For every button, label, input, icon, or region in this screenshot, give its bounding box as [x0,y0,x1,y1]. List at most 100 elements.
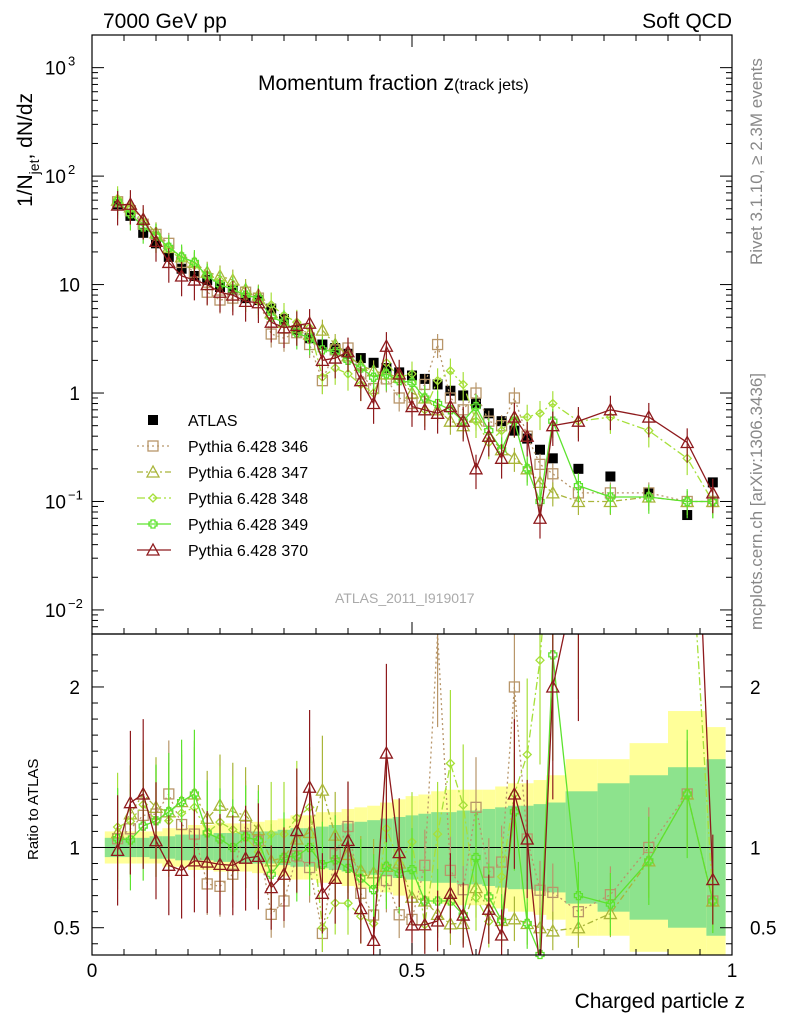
data-point [202,271,212,281]
data-point [304,333,315,343]
legend-entry: ATLAS [148,413,238,430]
data-point [317,372,328,383]
data-point [343,369,353,379]
data-point [494,450,509,464]
legend-entry: Pythia 6.428 349 [137,517,308,534]
y-tick-label-exponent: 2 [68,162,75,177]
ratio-point [315,782,330,796]
y-tick-label-exponent: −1 [68,487,83,502]
ratio-point [392,845,407,859]
legend-label: Pythia 6.428 349 [188,517,308,534]
ratio-line [117,634,714,930]
data-point [264,314,279,328]
ratio-series-5 [110,634,720,955]
ratio-point [535,655,545,666]
data-point [471,401,481,412]
ratio-point [212,857,228,871]
data-point [432,375,443,386]
ratio-point [522,918,532,929]
data-point [253,293,264,303]
data-point [547,468,559,480]
ratio-y-tick-label-right: 2 [750,678,761,699]
data-point [136,211,151,225]
data-point [571,413,586,427]
data-point [238,294,253,308]
data-point [644,492,654,502]
data-point [125,209,136,219]
legend-marker [145,542,161,556]
data-point [547,453,558,464]
data-point [522,412,533,423]
legend-entry: Pythia 6.428 346 [137,439,308,456]
ratio-point [605,899,616,909]
data-point [302,315,317,329]
ratio-point [276,866,292,880]
series-line [117,198,714,502]
lower-y-tick-labels: 0.5 0.5 1 1 2 2 [54,678,777,940]
data-point [641,409,656,423]
data-point [189,257,200,268]
ratio-point [644,856,654,866]
data-point [520,428,535,442]
energy-label: 7000 GeV pp [103,10,227,33]
data-point [571,494,586,508]
data-point [507,409,522,423]
lower-y-axis-label: Ratio to ATLAS [25,759,42,860]
ratio-point [289,823,304,837]
legend-label: ATLAS [188,413,238,430]
series-line [117,203,714,519]
data-point [315,353,330,367]
ratio-point [292,851,302,861]
data-point [445,365,456,376]
side-label-top: Rivet 3.1.10, ≥ 2.3M events [747,58,766,265]
ratio-point [174,863,189,877]
ratio-point [682,789,692,799]
data-point [123,196,138,210]
ratio-point [456,907,471,921]
ratio-point [368,885,379,895]
data-point [420,393,430,403]
data-point [328,350,343,364]
upper-y-axis-label: 1/Njet, dN/dz [14,93,42,207]
ratio-point [228,842,238,853]
ratio-line [117,787,714,932]
ratio-data-series [110,634,720,960]
series-line [117,201,713,503]
ratio-point [151,816,161,826]
data-point [315,322,330,336]
data-point [138,222,148,232]
ratio-point [328,870,343,884]
ratio-point [404,917,420,931]
series-line [117,201,713,504]
ratio-point [215,834,225,844]
data-point [381,369,392,379]
ratio-point [445,758,456,769]
ratio-line [117,634,714,934]
data-point [148,234,164,248]
ratio-point [420,896,430,906]
ratio-point [202,828,212,838]
process-label: Soft QCD [642,10,732,33]
ratio-point [494,927,509,941]
data-point [404,399,420,413]
data-point [534,458,546,470]
ratio-y-tick-label-right: 0.5 [750,919,776,940]
x-tick-label: 1 [727,961,738,982]
ratio-point [330,855,340,865]
data-point [481,428,496,442]
ratio-point [240,832,251,842]
data-point [468,461,484,475]
series-line [117,199,713,503]
data-point [407,377,417,388]
ratio-point [189,789,200,799]
data-point [705,485,720,499]
chart-title-subscript: (track jets) [454,77,529,94]
side-label-bottom: mcplots.cern.ch [arXiv:1306.3436] [747,373,766,630]
legend-label: Pythia 6.428 346 [188,439,308,456]
y-tick-label-exponent: −2 [68,596,83,611]
legend-marker [147,440,159,452]
ratio-point [340,833,356,847]
data-point [573,463,584,474]
